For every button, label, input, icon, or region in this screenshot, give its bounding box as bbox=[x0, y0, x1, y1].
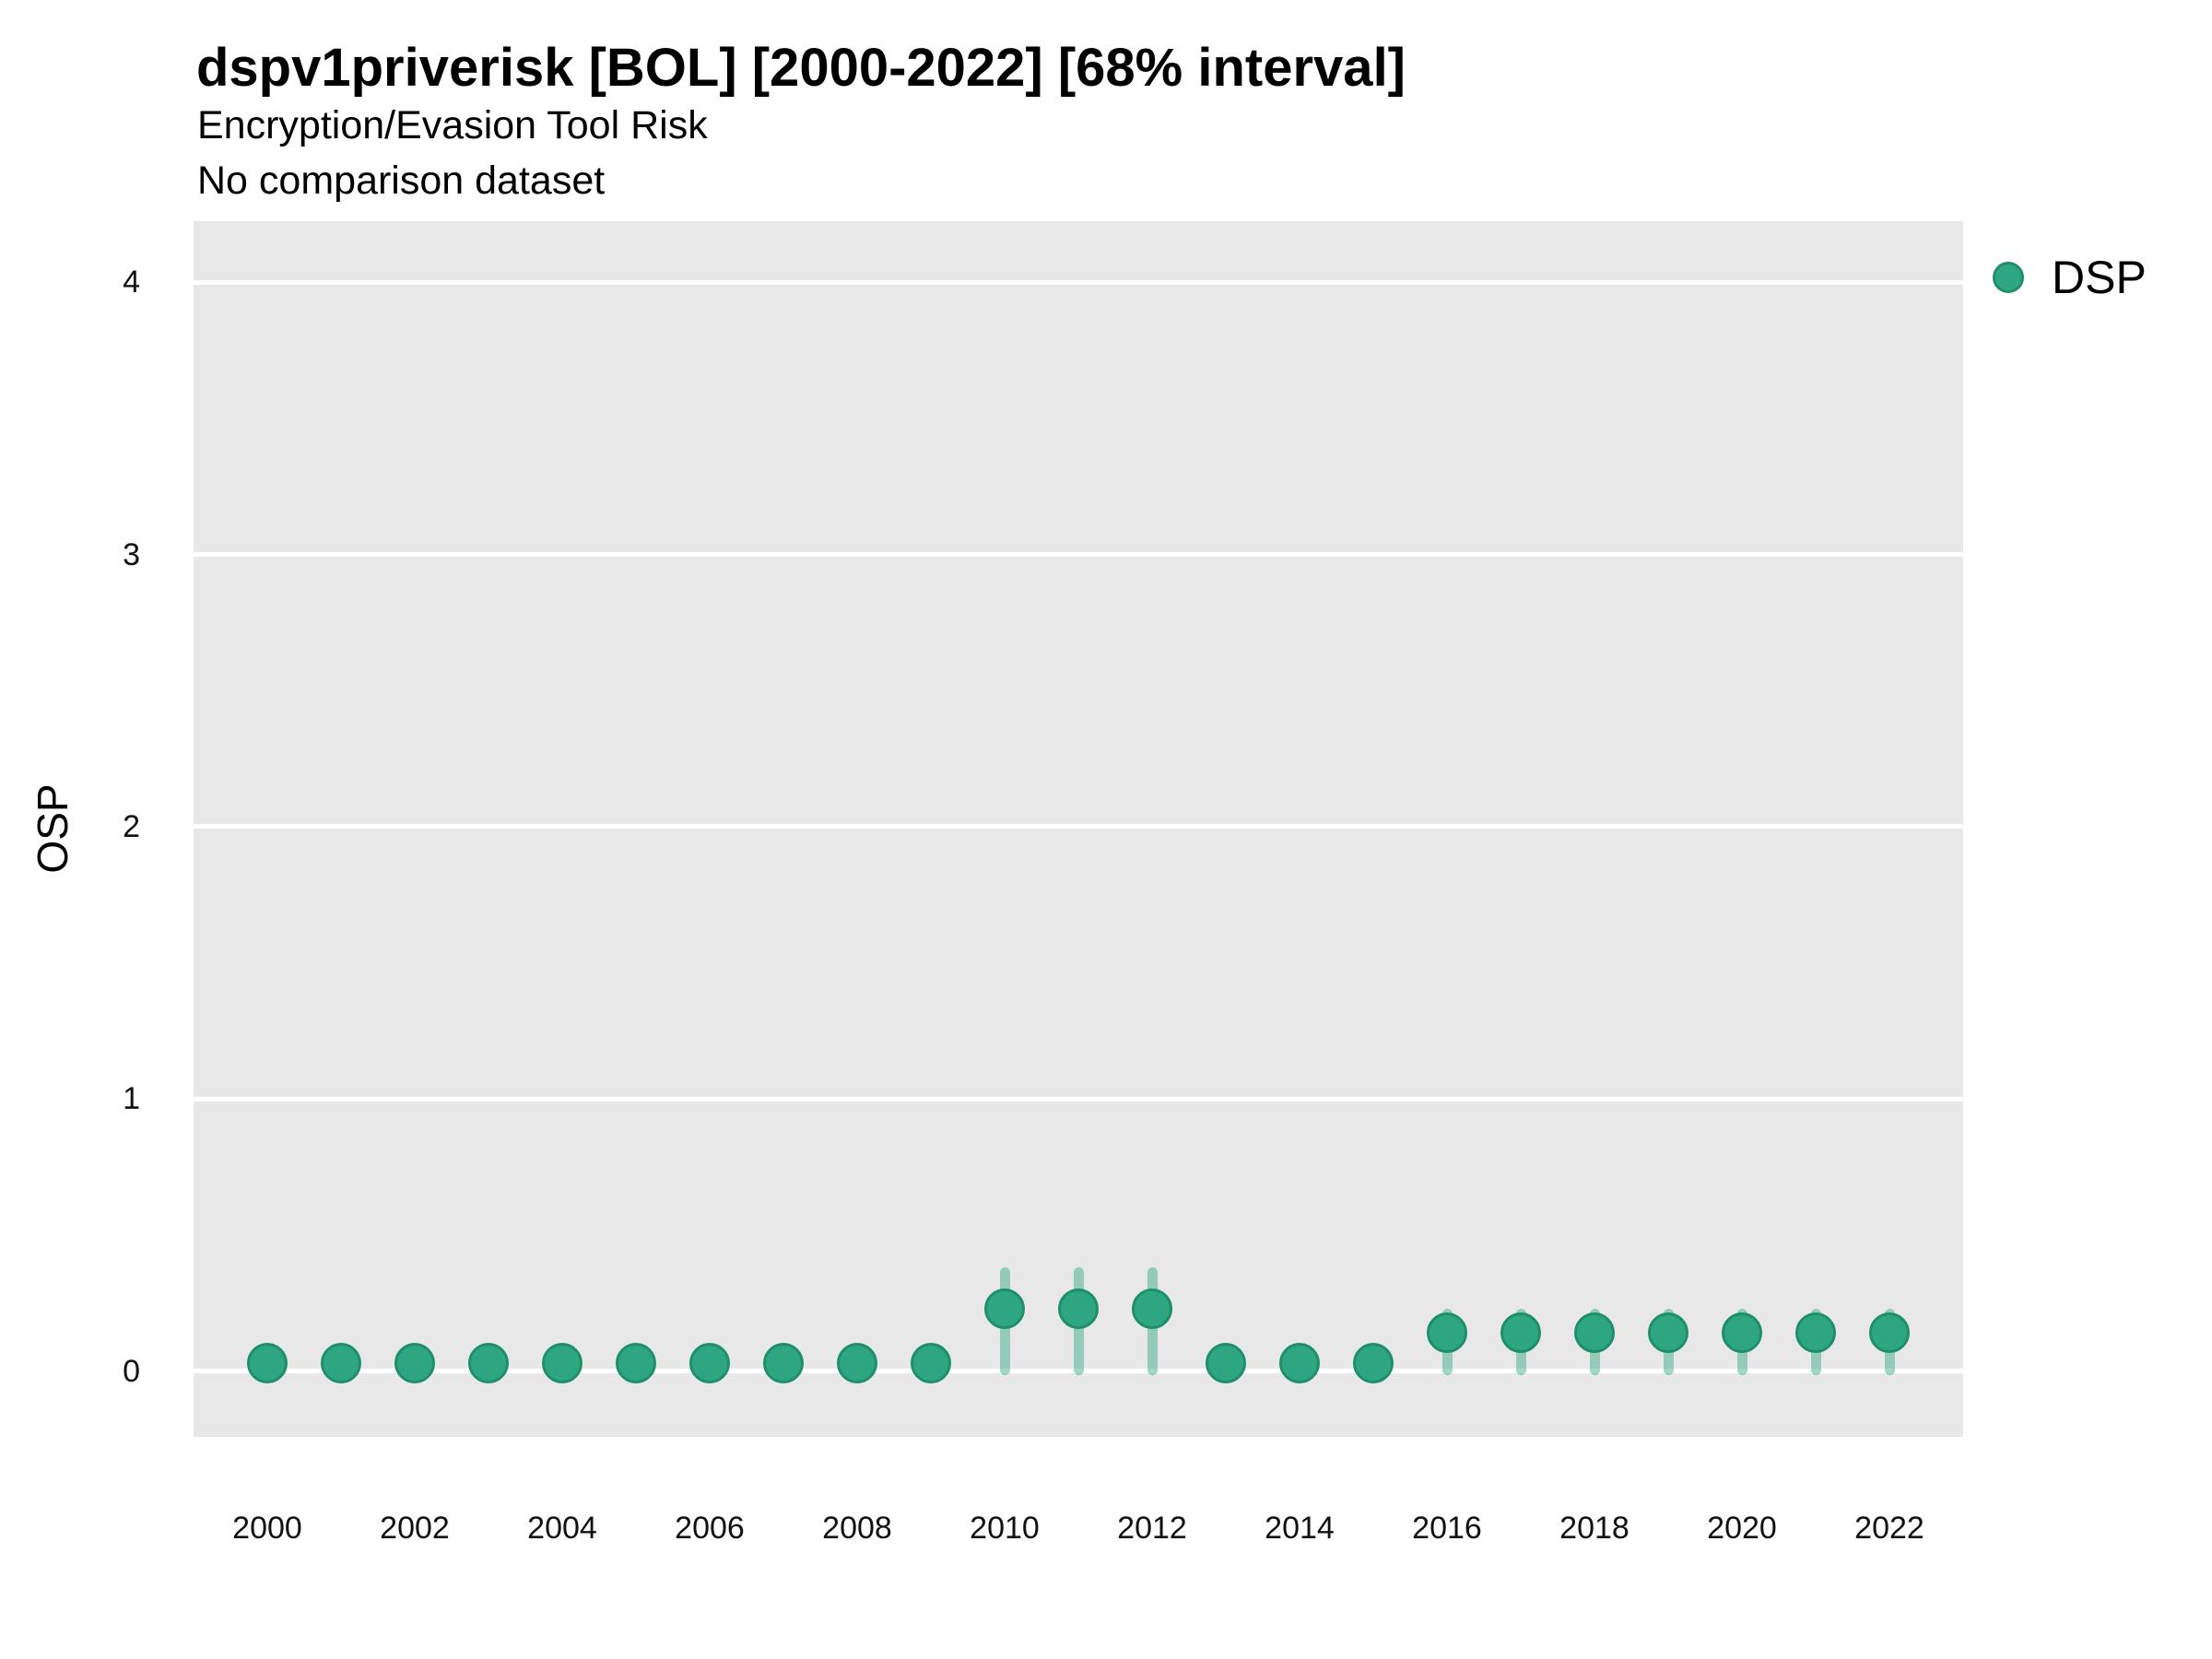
legend-label: DSP bbox=[2052, 252, 2147, 303]
x-tick-label-2022: 2022 bbox=[1854, 1511, 1924, 1546]
gridline-y-4 bbox=[194, 279, 1963, 285]
data-point-2016 bbox=[1427, 1312, 1467, 1354]
data-point-2009 bbox=[911, 1342, 951, 1383]
x-tick-label-2002: 2002 bbox=[380, 1511, 450, 1546]
data-point-2020 bbox=[1722, 1312, 1762, 1354]
gridline-y-1 bbox=[194, 1096, 1963, 1101]
data-point-2014 bbox=[1279, 1342, 1320, 1383]
x-tick-label-2020: 2020 bbox=[1707, 1511, 1777, 1546]
y-tick-label-2: 2 bbox=[123, 808, 140, 844]
gridline-y-2 bbox=[194, 824, 1963, 830]
chart-title: dspv1priverisk [BOL] [2000-2022] [68% in… bbox=[196, 38, 1406, 98]
data-point-2003 bbox=[468, 1342, 509, 1383]
data-point-2001 bbox=[321, 1342, 361, 1383]
data-point-2005 bbox=[616, 1342, 656, 1383]
chart-subtitle: Encryption/Evasion Tool Risk bbox=[197, 103, 708, 147]
data-point-2019 bbox=[1648, 1312, 1688, 1354]
data-point-2018 bbox=[1574, 1312, 1615, 1354]
x-tick-label-2016: 2016 bbox=[1412, 1511, 1482, 1546]
x-tick-label-2000: 2000 bbox=[232, 1511, 302, 1546]
x-tick-label-2014: 2014 bbox=[1265, 1511, 1335, 1546]
data-point-2008 bbox=[837, 1342, 877, 1383]
gridline-y-3 bbox=[194, 552, 1963, 557]
data-point-2002 bbox=[394, 1342, 435, 1383]
data-point-2004 bbox=[542, 1342, 582, 1383]
plot-panel bbox=[194, 221, 1963, 1437]
x-tick-label-2018: 2018 bbox=[1559, 1511, 1630, 1546]
data-point-2013 bbox=[1206, 1342, 1246, 1383]
data-point-2011 bbox=[1058, 1288, 1099, 1329]
x-tick-label-2010: 2010 bbox=[970, 1511, 1040, 1546]
x-tick-label-2004: 2004 bbox=[527, 1511, 597, 1546]
y-tick-label-1: 1 bbox=[123, 1081, 140, 1117]
data-point-2012 bbox=[1132, 1288, 1172, 1329]
y-tick-label-3: 3 bbox=[123, 536, 140, 572]
data-point-2017 bbox=[1500, 1312, 1541, 1354]
comparison-note: No comparison dataset bbox=[197, 159, 606, 203]
legend-point-icon bbox=[1993, 262, 2024, 293]
data-point-2007 bbox=[763, 1342, 804, 1383]
y-tick-label-4: 4 bbox=[123, 265, 140, 300]
data-point-2010 bbox=[984, 1288, 1025, 1329]
x-tick-label-2006: 2006 bbox=[675, 1511, 745, 1546]
data-point-2022 bbox=[1869, 1312, 1910, 1354]
y-tick-label-0: 0 bbox=[123, 1353, 140, 1389]
x-tick-label-2012: 2012 bbox=[1117, 1511, 1187, 1546]
legend: DSP bbox=[1993, 251, 2147, 304]
data-point-2015 bbox=[1353, 1342, 1394, 1383]
gridline-y-0 bbox=[194, 1369, 1963, 1374]
x-tick-label-2008: 2008 bbox=[822, 1511, 892, 1546]
data-point-2000 bbox=[247, 1342, 288, 1383]
data-point-2021 bbox=[1795, 1312, 1836, 1354]
data-point-2006 bbox=[689, 1342, 730, 1383]
